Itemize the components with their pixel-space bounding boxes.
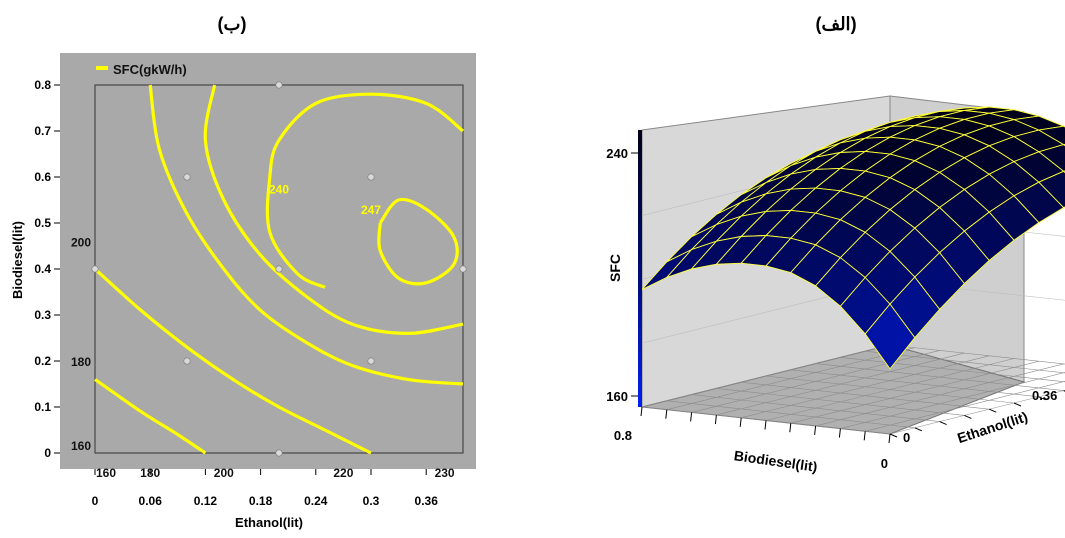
- design-point: [275, 265, 283, 273]
- floor-grid-line: [865, 350, 1065, 374]
- biodiesel-tick: [665, 409, 668, 419]
- x-tick-label: 0.12: [194, 494, 218, 508]
- contour-label-240: 240: [269, 183, 289, 197]
- contour-label-180: 180: [71, 355, 91, 369]
- floor-grid-line: [716, 352, 965, 416]
- design-points: [91, 81, 467, 457]
- biodiesel-tick: [888, 433, 891, 444]
- floor-grid-line: [790, 369, 1039, 398]
- y-tick-label: 0.5: [34, 216, 51, 230]
- biodiesel-tick: [863, 431, 866, 441]
- biodiesel-tick-label-0: 0: [881, 456, 888, 471]
- contour-label-220: 220: [333, 466, 353, 480]
- y-tick-label: 0: [44, 446, 51, 460]
- ethanol-tick: [1038, 396, 1046, 401]
- floor-grid-line: [765, 375, 1015, 404]
- x-tick-label: 0.3: [363, 494, 380, 508]
- z-tick-label-240: 240: [606, 146, 628, 161]
- surface-chart: (الف) 240 160 SFC 0.8 0 Biodiesel(lit) 0…: [606, 14, 1065, 475]
- contour-chart: (ب) SFC(gkW/h) 160 180 200 220 2301601802002…: [10, 14, 476, 530]
- design-point: [367, 173, 375, 181]
- biodiesel-tick: [739, 417, 742, 427]
- x-tick-label: 0.36: [415, 494, 439, 508]
- design-point: [183, 173, 191, 181]
- biodiesel-tick: [764, 420, 767, 430]
- contour-line-220: [148, 84, 464, 386]
- biodiesel-tick: [714, 415, 717, 425]
- floor-grid-line: [691, 350, 940, 413]
- ethanol-tick: [964, 414, 972, 419]
- y-axis: 0 0.1 0.2 0.3 0.4 0.5 0.6 0.7 0.8: [34, 78, 60, 460]
- ethanol-tick-label-0.36: 0.36: [1032, 388, 1057, 403]
- design-point: [275, 449, 283, 457]
- contour-lines: [93, 84, 465, 455]
- floor-grid-line: [641, 344, 891, 408]
- legend-swatch: [96, 66, 108, 70]
- contour-line-230: [203, 84, 464, 336]
- ethanol-tick-label-0: 0: [903, 430, 910, 445]
- ethanol-axis-title: Ethanol(lit): [955, 408, 1029, 446]
- biodiesel-tick: [814, 425, 817, 435]
- biodiesel-tick: [640, 406, 643, 417]
- biodiesel-tick: [789, 423, 792, 433]
- contour-line-180: [94, 378, 207, 455]
- ethanol-tick: [939, 421, 947, 426]
- z-axis-title: SFC: [607, 254, 623, 282]
- z-color-bar: [638, 130, 642, 407]
- legend: SFC(gkW/h): [96, 62, 187, 77]
- contour-line-247: [377, 197, 459, 286]
- x-axis: 0 0.06 0.12 0.18 0.24 0.3 0.36: [92, 469, 439, 508]
- surface-patch: [864, 303, 916, 370]
- floor-grid-line: [840, 357, 1065, 383]
- ethanol-tick: [914, 427, 922, 432]
- floor-grid-line: [889, 344, 1065, 365]
- y-tick-label: 0.2: [34, 354, 51, 368]
- y-tick-label: 0.1: [34, 400, 51, 414]
- biodiesel-tick: [690, 412, 693, 422]
- biodiesel-axis-title: Biodiesel(lit): [733, 447, 818, 475]
- legend-label: SFC(gkW/h): [113, 62, 187, 77]
- panel-label-b: (ب): [218, 14, 247, 34]
- z-tick-label-160: 160: [606, 389, 628, 404]
- contour-line-200: [93, 267, 372, 455]
- y-tick-label: 0.3: [34, 308, 51, 322]
- design-point: [275, 81, 283, 89]
- contour-label-160: 160: [96, 466, 116, 480]
- response-surface: [641, 106, 1065, 370]
- y-axis-title: Biodiesel(lit): [10, 221, 25, 299]
- contour-label-200: 200: [214, 466, 234, 480]
- y-tick-label: 0.4: [34, 262, 51, 276]
- design-point: [367, 357, 375, 365]
- x-tick-label: 0: [92, 494, 99, 508]
- x-tick-label: 0.06: [139, 494, 163, 508]
- x-tick-label: 0.18: [249, 494, 273, 508]
- y-tick-label: 0.6: [34, 170, 51, 184]
- biodiesel-tick: [838, 428, 841, 438]
- y-tick-label: 0.8: [34, 78, 51, 92]
- contour-line-240: [265, 92, 465, 289]
- design-point: [459, 265, 467, 273]
- ethanol-tick: [889, 433, 898, 438]
- floor-grid-line: [815, 363, 1064, 391]
- floor-grid-line: [666, 347, 915, 410]
- contour-label-230: 230: [435, 466, 455, 480]
- biodiesel-tick-label-0.8: 0.8: [614, 428, 632, 443]
- ethanol-tick: [989, 408, 997, 413]
- x-axis-title: Ethanol(lit): [235, 515, 303, 530]
- x-tick-label: 0.24: [304, 494, 328, 508]
- design-point: [183, 357, 191, 365]
- contour-label-247: 247: [361, 203, 381, 217]
- floor-grid-line: [741, 355, 990, 419]
- design-point: [91, 265, 99, 273]
- ethanol-tick: [1013, 402, 1022, 407]
- panel-label-alef: (الف): [815, 14, 856, 34]
- floor-grid: [641, 344, 1065, 435]
- contour-label-200: 200: [71, 235, 91, 249]
- contour-label-160: 160: [71, 439, 91, 453]
- biodiesel-axis: [640, 406, 891, 444]
- y-tick-label: 0.7: [34, 124, 51, 138]
